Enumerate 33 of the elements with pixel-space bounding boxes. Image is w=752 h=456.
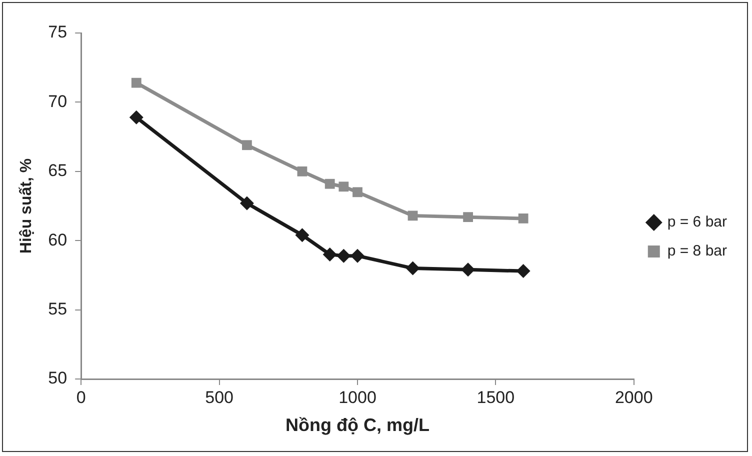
y-tick-label: 55: [48, 299, 68, 318]
point: [336, 248, 351, 263]
point: [463, 212, 473, 222]
point: [129, 110, 144, 124]
y-tick-label: 70: [48, 92, 68, 111]
point: [461, 262, 476, 277]
legend-label: p = 8 bar: [667, 242, 728, 260]
point: [131, 78, 142, 88]
x-tick-label: 500: [205, 388, 234, 407]
legend-label: p = 6 bar: [667, 214, 728, 231]
y-tick-label: 60: [48, 230, 68, 250]
point: [324, 178, 335, 189]
x-tick-label: 2000: [614, 388, 653, 407]
y-tick-label: 75: [48, 22, 68, 42]
y-tick-label: 50: [48, 368, 68, 388]
x-tick-label: 1500: [476, 388, 515, 407]
point: [408, 210, 418, 221]
point: [350, 248, 364, 263]
point: [240, 196, 254, 210]
x-axis-title: Nồng độ C, mg/L: [286, 415, 430, 436]
point: [406, 261, 420, 276]
point: [518, 214, 528, 224]
point: [338, 182, 349, 192]
x-tick-label: 1000: [338, 388, 376, 407]
point: [322, 247, 337, 262]
point: [516, 264, 530, 278]
point: [352, 187, 362, 198]
y-tick-label: 65: [48, 161, 68, 180]
y-axis-title: Hiệu suất, %: [18, 158, 36, 254]
x-tick-label: 0: [76, 388, 86, 407]
point: [297, 166, 308, 176]
point: [242, 140, 252, 150]
point: [295, 228, 310, 242]
